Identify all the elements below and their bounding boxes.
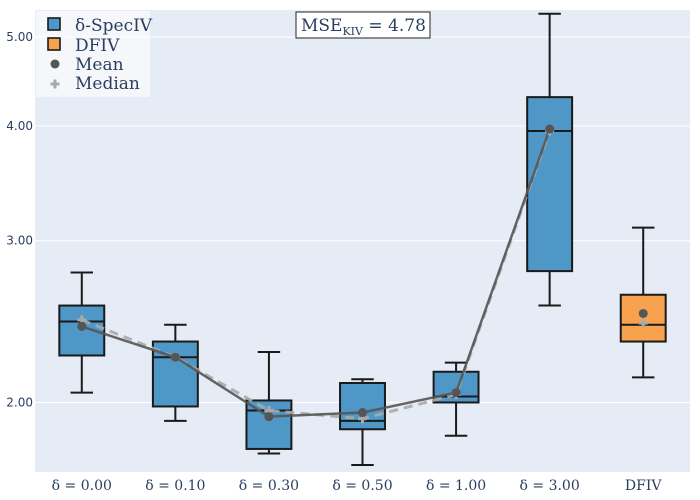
x-tick-label: δ = 0.00 bbox=[52, 478, 112, 494]
trend-lines bbox=[81, 128, 552, 421]
x-tick-label: δ = 0.50 bbox=[332, 478, 392, 494]
box-iqr bbox=[619, 293, 667, 343]
mean-marker bbox=[638, 308, 648, 318]
annotation-suffix: = 4.78 bbox=[363, 16, 426, 36]
annotation-box bbox=[295, 11, 431, 39]
y-tick-label: 2.00 bbox=[6, 395, 33, 409]
box-dfiv bbox=[619, 226, 667, 379]
mean-marker bbox=[170, 352, 180, 362]
legend-label-mean: Mean bbox=[75, 55, 124, 75]
mse-annotation: MSEKIV = 4.78 bbox=[295, 11, 431, 39]
y-axis-tick-labels: 2.00 3.00 4.00 5.00 bbox=[6, 30, 33, 409]
legend-swatch-dfiv bbox=[47, 37, 61, 51]
mean-marker bbox=[358, 408, 367, 418]
x-tick-label: δ = 1.00 bbox=[426, 478, 486, 494]
y-tick-label: 4.00 bbox=[6, 119, 33, 133]
mean-marker bbox=[264, 412, 274, 422]
mean-marker bbox=[545, 124, 555, 134]
legend-swatch-specIV bbox=[47, 17, 61, 31]
legend-item-dfiv[interactable]: DFIV bbox=[47, 36, 120, 56]
x-tick-label: δ = 0.30 bbox=[239, 478, 299, 494]
mean-line bbox=[81, 128, 551, 418]
x-tick-label: δ = 3.00 bbox=[520, 478, 580, 494]
mean-marker bbox=[77, 321, 87, 331]
annotation-text: MSEKIV = 4.78 bbox=[301, 16, 426, 38]
legend-label-dfiv: DFIV bbox=[75, 36, 120, 56]
annotation-prefix: MSE bbox=[301, 16, 342, 36]
legend-item-median[interactable]: Median bbox=[50, 74, 140, 94]
mean-marker bbox=[451, 388, 461, 398]
legend-item-mean[interactable]: Mean bbox=[50, 55, 124, 75]
legend-label-median: Median bbox=[75, 74, 140, 94]
annotation-subscript: KIV bbox=[342, 25, 364, 38]
y-tick-label: 5.00 bbox=[6, 30, 33, 44]
x-tick-label: δ = 0.10 bbox=[145, 478, 205, 494]
box-iqr bbox=[526, 96, 574, 273]
legend-marker-mean bbox=[50, 59, 60, 69]
median-marker bbox=[638, 318, 648, 328]
legend-item-specIV[interactable]: δ-SpecIV bbox=[47, 16, 153, 36]
legend: δ-SpecIV DFIV Mean Median bbox=[36, 11, 153, 97]
x-tick-label: DFIV bbox=[625, 478, 662, 494]
stat-markers bbox=[77, 124, 648, 424]
y-tick-label: 3.00 bbox=[6, 234, 33, 248]
x-axis-tick-labels: δ = 0.00 δ = 0.10 δ = 0.30 δ = 0.50 δ = 1.00… bbox=[52, 478, 663, 494]
legend-label-specIV: δ-SpecIV bbox=[75, 16, 153, 36]
legend-marker-median bbox=[50, 79, 60, 89]
